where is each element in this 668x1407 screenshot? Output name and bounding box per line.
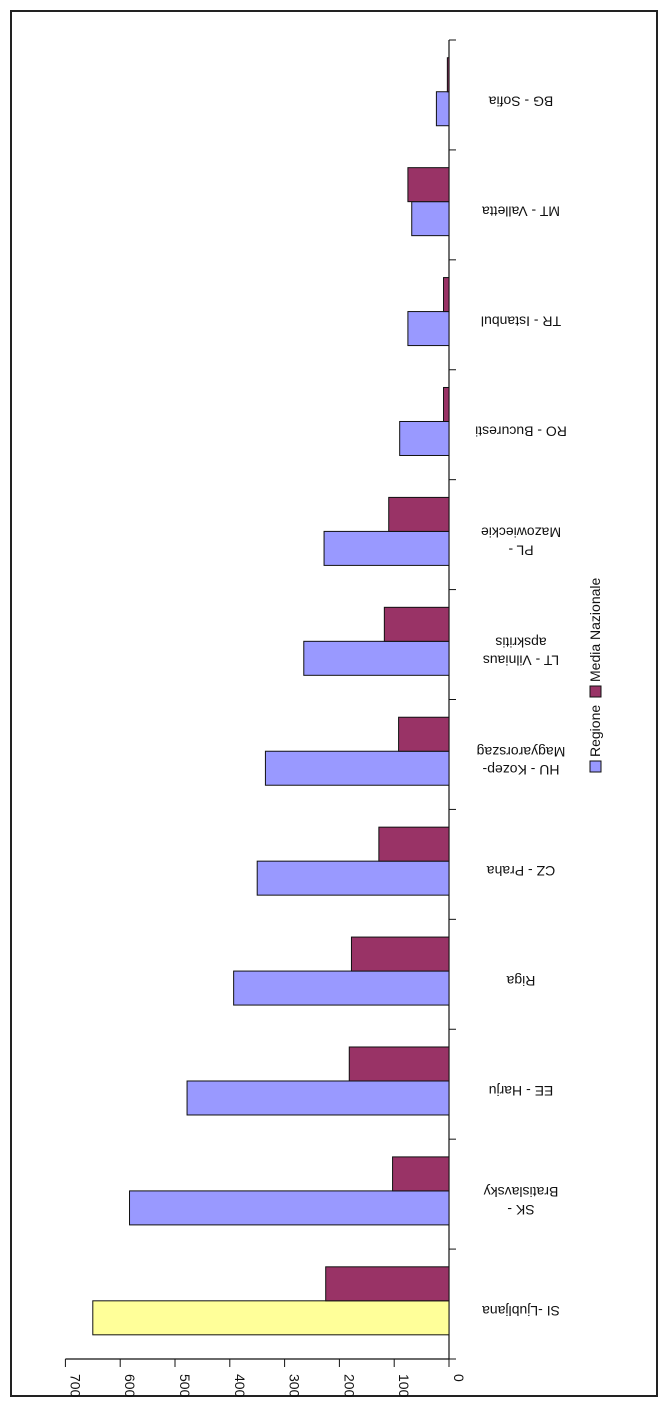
value-tick-label: 700 bbox=[67, 1374, 83, 1398]
bar-regione bbox=[399, 420, 450, 456]
bar-regione bbox=[186, 1080, 450, 1116]
bar-media-nazionale bbox=[325, 1266, 450, 1302]
value-tick-label: 200 bbox=[341, 1374, 357, 1398]
bar-media-nazionale bbox=[348, 1046, 450, 1082]
bar-regione bbox=[407, 311, 450, 347]
bar-regione bbox=[323, 530, 450, 566]
bar-chart: 0 100 200 300 400 500 600 700 SI -Ljubljana SK - B… bbox=[64, 39, 603, 1398]
bar-media-nazionale bbox=[350, 936, 450, 972]
bar-regione bbox=[264, 750, 450, 786]
chart-frame: 0 100 200 300 400 500 600 700 SI -Ljubljana SK - B… bbox=[10, 10, 658, 1398]
category-label: LT - Vilniaus bbox=[483, 652, 559, 668]
category-label: MT - Valletta bbox=[482, 204, 560, 220]
value-tick-label: 600 bbox=[122, 1374, 138, 1398]
bar-regione bbox=[435, 91, 450, 127]
bar-media-nazionale bbox=[443, 386, 450, 422]
legend-swatch-media-nazionale bbox=[589, 685, 602, 698]
legend: Regione Media Nazionale bbox=[587, 578, 603, 773]
bar-media-nazionale bbox=[443, 277, 450, 313]
bar-regione bbox=[411, 201, 450, 237]
bar-regione bbox=[129, 1190, 450, 1226]
category-label: Mazowieckie bbox=[481, 524, 561, 540]
value-tick-label: 400 bbox=[232, 1374, 248, 1398]
bar-regione bbox=[92, 1300, 450, 1336]
bar-media-nazionale bbox=[388, 496, 450, 532]
bar-media-nazionale bbox=[398, 716, 450, 752]
category-label: apskritis bbox=[495, 634, 546, 650]
category-label: Riga bbox=[506, 973, 535, 989]
bar-media-nazionale bbox=[383, 606, 450, 642]
category-label: PL - bbox=[508, 542, 533, 558]
legend-swatch-regione bbox=[589, 760, 602, 773]
plot-area: 0 100 200 300 400 500 600 700 SI -Ljubljana SK - B… bbox=[64, 39, 567, 1398]
category-label: SI -Ljubljana bbox=[482, 1303, 560, 1319]
bar-media-nazionale bbox=[407, 167, 450, 203]
bar-regione bbox=[303, 640, 450, 676]
bar-regione bbox=[256, 860, 450, 896]
value-tick-label: 100 bbox=[396, 1374, 412, 1398]
category-label: SK - bbox=[507, 1202, 535, 1218]
bar-media-nazionale bbox=[378, 826, 450, 862]
category-label: EE - Harju bbox=[489, 1083, 554, 1099]
bar-media-nazionale bbox=[446, 57, 450, 93]
value-tick-label: 0 bbox=[451, 1374, 467, 1382]
category-label: TR - Istanbul bbox=[481, 314, 561, 330]
category-label: CZ - Praha bbox=[487, 863, 556, 879]
legend-label-media-nazionale: Media Nazionale bbox=[587, 578, 603, 682]
bar-media-nazionale bbox=[392, 1156, 450, 1192]
category-label: Bratislavsky bbox=[484, 1184, 559, 1200]
value-tick-label: 300 bbox=[287, 1374, 303, 1398]
category-label: HU - Kozep- bbox=[482, 762, 559, 778]
legend-label-regione: Regione bbox=[587, 705, 603, 757]
category-label: Magyarorszag bbox=[477, 744, 566, 760]
value-tick-label: 500 bbox=[177, 1374, 193, 1398]
bar-regione bbox=[233, 970, 450, 1006]
category-label: BG - Sofia bbox=[489, 94, 554, 110]
category-label: RO - Bucuresti bbox=[475, 423, 567, 439]
